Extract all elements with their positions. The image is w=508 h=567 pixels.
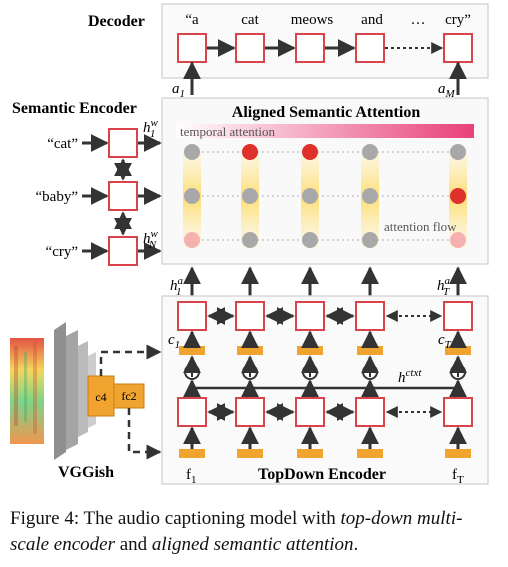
encoder-bottom-node-3: [355, 397, 385, 427]
vggish-title: VGGish: [58, 464, 114, 481]
semantic-encoder-title: Semantic Encoder: [12, 100, 137, 117]
c-first-label: c1: [168, 332, 180, 351]
decoder-word-3: and: [361, 12, 383, 28]
a-last-label: aM: [438, 81, 456, 100]
c-block-1: [237, 346, 263, 355]
semantic-input-0: “cat”: [47, 136, 78, 152]
decoder-node-3: [355, 33, 385, 63]
c-block-3: [357, 346, 383, 355]
c4-to-encoder-dashed: [99, 344, 162, 376]
encoder-top-node-2: [295, 301, 325, 331]
semantic-node-2: [108, 236, 138, 266]
attention-flow-label: attention flow: [384, 219, 457, 234]
attention-dot-4-1: [450, 188, 466, 204]
temporal-attention-bar: [176, 124, 474, 138]
spectrogram-image: [10, 338, 44, 444]
encoder-bottom-node-4: [443, 397, 473, 427]
attention-dot-3-0: [362, 144, 378, 160]
encoder-top-node-3: [355, 301, 385, 331]
decoder-node-2: [295, 33, 325, 63]
figure-caption: Figure 4: The audio captioning model wit…: [10, 508, 463, 555]
attention-dot-2-1: [302, 188, 318, 204]
c-block-0: [179, 346, 205, 355]
f-block-2: [297, 449, 323, 458]
h-a-last-label: ha T: [437, 275, 451, 298]
spectrogram-texture: [14, 342, 37, 434]
encoder-bottom-node-2: [295, 397, 325, 427]
attention-dot-4-0: [450, 144, 466, 160]
encoder-top-node-1: [235, 301, 265, 331]
encoder-to-attention-arrows: [183, 266, 467, 300]
c-block-2: [297, 346, 323, 355]
vggish-layer-3: [78, 341, 88, 437]
fc2-label: fc2: [121, 389, 136, 403]
attention-dot-0-2: [184, 232, 200, 248]
vggish-layer-2: [66, 330, 78, 450]
encoder-title: TopDown Encoder: [258, 466, 386, 483]
vggish-layer-1: [54, 322, 66, 460]
encoder-bottom-node-1: [235, 397, 265, 427]
c-block-4: [445, 346, 471, 355]
attention-title: Aligned Semantic Attention: [232, 104, 421, 121]
encoder-bottom-node-0: [177, 397, 207, 427]
decoder-word-5: cry”: [445, 12, 471, 28]
semantic-encoder: “cat” “baby” “cry”: [36, 128, 162, 266]
semantic-input-2: “cry”: [46, 244, 78, 260]
f-block-1: [237, 449, 263, 458]
decoder-word-0: “a: [185, 12, 199, 28]
attention-panel: [161, 97, 489, 265]
f-block-4: [445, 449, 471, 458]
attention-dot-3-1: [362, 188, 378, 204]
a-first-label: a1: [172, 81, 185, 100]
fc2-to-encoder-dashed: [127, 408, 162, 460]
encoder-top-node-0: [177, 301, 207, 331]
attention-columns: [183, 144, 467, 248]
attention-dot-1-2: [242, 232, 258, 248]
decoder-words: “a cat meows and … cry”: [185, 12, 471, 28]
attention-dot-0-1: [184, 188, 200, 204]
attention-dot-2-0: [302, 144, 318, 160]
decoder-node-4: [443, 33, 473, 63]
topdown-encoder: [177, 301, 473, 458]
f-first-label: f1: [186, 467, 197, 486]
attention-dot-1-0: [242, 144, 258, 160]
h-ctxt-label: hctxt: [398, 367, 422, 386]
decoder-word-4: …: [411, 12, 426, 28]
decoder-node-0: [177, 33, 207, 63]
decoder-word-1: cat: [241, 12, 259, 28]
attention-dot-0-0: [184, 144, 200, 160]
h-w-first-label: hw 1: [143, 117, 159, 140]
attention-dot-1-1: [242, 188, 258, 204]
f-block-3: [357, 449, 383, 458]
c4-block: [87, 375, 115, 417]
decoder-node-1: [235, 33, 265, 63]
fc2-block: [113, 383, 145, 409]
decoder-title: Decoder: [88, 13, 145, 30]
h-w-last-label: hw N: [143, 228, 159, 251]
semantic-input-1: “baby”: [36, 189, 78, 205]
f-last-label: fT: [452, 467, 464, 486]
semantic-node-1: [108, 181, 138, 211]
attention-dot-3-2: [362, 232, 378, 248]
decoder-word-2: meows: [291, 12, 334, 28]
attention-dot-4-2: [450, 232, 466, 248]
encoder-top-node-4: [443, 301, 473, 331]
semantic-node-0: [108, 128, 138, 158]
f-block-0: [179, 449, 205, 458]
temporal-attention-label: temporal attention: [180, 124, 275, 139]
c4-label: c4: [95, 390, 106, 404]
attention-dot-2-2: [302, 232, 318, 248]
h-a-first-label: ha 1: [170, 275, 184, 298]
c-last-label: cT: [438, 332, 452, 351]
